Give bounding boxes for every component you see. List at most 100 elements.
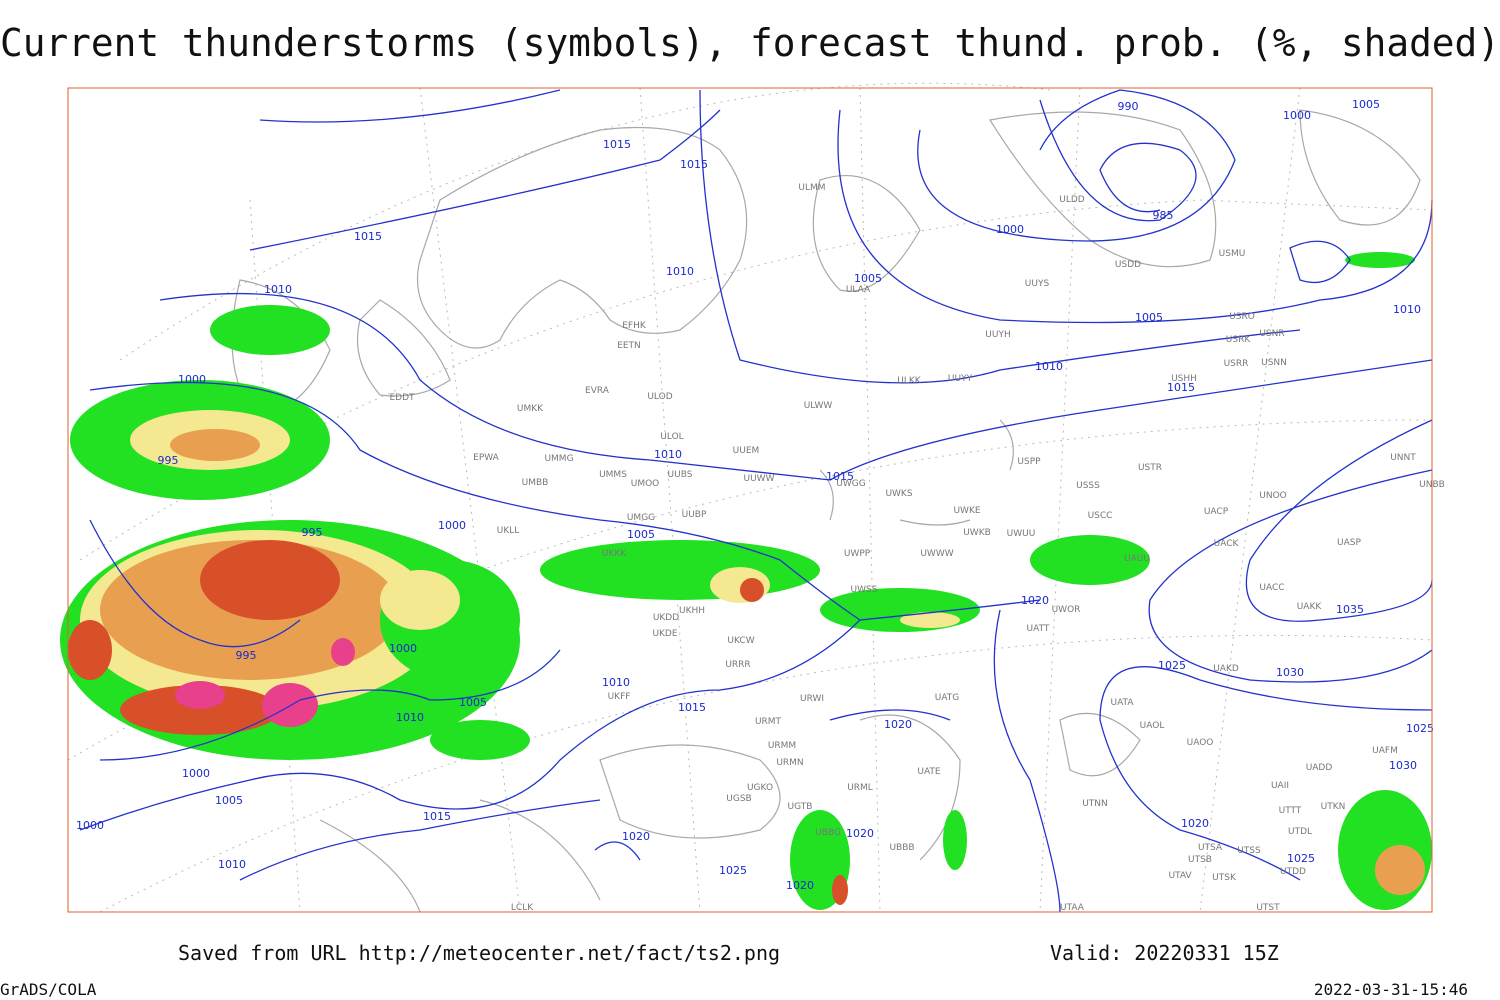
isobar-label: 1010 (666, 265, 694, 278)
station-code: UWPP (844, 549, 871, 559)
coastlines (231, 109, 1421, 913)
software: GrADS/COLA (0, 980, 97, 999)
station-code: USSS (1076, 481, 1100, 491)
station-code: UUWW (744, 474, 775, 484)
isobar-label: 1010 (1393, 303, 1421, 316)
station-code: UBBB (889, 843, 914, 853)
isobar-label: 1020 (846, 827, 874, 840)
station-code: UUYY (948, 374, 973, 384)
isobars (79, 89, 1433, 913)
isobar-label: 1005 (459, 696, 487, 709)
station-code: UWUU (1007, 529, 1036, 539)
station-code: UGSB (726, 794, 751, 804)
station-code: ULAA (846, 285, 871, 295)
station-code: URMN (776, 758, 803, 768)
station-code: USTR (1138, 463, 1162, 473)
map-labels: 1015 1015 1015 1010 1000 995 995 1000 995 1000 101… (76, 98, 1445, 913)
station-code: UMMS (599, 470, 627, 480)
prob-area (943, 810, 967, 870)
station-code: UKDE (652, 629, 677, 639)
isobar-label: 985 (1153, 209, 1174, 222)
isobar-label: 1005 (1352, 98, 1380, 111)
station-code: UWOR (1052, 605, 1081, 615)
station-code: ULOD (647, 392, 672, 402)
station-code: UACC (1259, 583, 1284, 593)
station-code: UKKK (602, 549, 627, 559)
station-code: UAII (1271, 781, 1289, 791)
isobar-label: 1000 (438, 519, 466, 532)
isobar-label: 1025 (719, 864, 747, 877)
isobar-label: 1010 (1035, 360, 1063, 373)
isobar-label: 990 (1118, 100, 1139, 113)
map-border (67, 87, 1433, 913)
isobar-label: 1000 (178, 373, 206, 386)
isobar-label: 1010 (264, 283, 292, 296)
isobar-label: 1000 (389, 642, 417, 655)
prob-area (68, 620, 112, 680)
station-code: UATE (917, 767, 941, 777)
station-code: ULMM (798, 183, 825, 193)
station-code: UTDD (1280, 867, 1306, 877)
station-code: UNNT (1390, 453, 1416, 463)
isobar-label: 1005 (215, 794, 243, 807)
station-code: UTNN (1082, 799, 1108, 809)
isobar-label: 1000 (1283, 109, 1311, 122)
station-code: LCLK (511, 903, 534, 913)
isobar-label: 1025 (1158, 659, 1186, 672)
station-code: UUEM (733, 446, 760, 456)
station-code: URMM (768, 741, 796, 751)
prob-area (200, 540, 340, 620)
timestamp: 2022-03-31-15:46 (1314, 980, 1468, 999)
station-code: UKCW (727, 636, 754, 646)
station-code: UMOO (631, 479, 660, 489)
prob-area (900, 612, 960, 628)
station-code: UTDL (1288, 827, 1312, 837)
station-code: EETN (617, 341, 641, 351)
isobar-label: 1015 (423, 810, 451, 823)
isobar-label: 1010 (218, 858, 246, 871)
station-code: USHH (1171, 374, 1197, 384)
isobar-label: 1005 (854, 272, 882, 285)
station-code: UUBS (668, 470, 693, 480)
station-code: USCC (1088, 511, 1113, 521)
isobar-label: 1010 (654, 448, 682, 461)
source-url: Saved from URL http://meteocenter.net/fa… (178, 941, 780, 965)
station-code: UAUU (1124, 554, 1150, 564)
isobar-label: 1010 (396, 711, 424, 724)
prob-area (120, 685, 280, 735)
station-code: USRK (1226, 335, 1252, 345)
valid-time: Valid: 20220331 15Z (1050, 941, 1279, 965)
station-code: UTST (1256, 903, 1280, 913)
station-code: UADD (1306, 763, 1333, 773)
station-code: UTSB (1188, 855, 1212, 865)
prob-area (740, 578, 764, 602)
isobar-label: 1005 (627, 528, 655, 541)
station-code: UATG (935, 693, 960, 703)
isobar-label: 1015 (603, 138, 631, 151)
station-code: URMT (755, 717, 782, 727)
station-code: UWGG (836, 479, 865, 489)
prob-area (170, 429, 260, 461)
prob-area (1375, 845, 1425, 895)
isobar-label: 995 (236, 649, 257, 662)
station-code: UTAA (1060, 903, 1085, 913)
station-code: UMBB (522, 478, 549, 488)
station-code: UWKS (885, 489, 912, 499)
isobar-label: 995 (158, 454, 179, 467)
isobar-label: 1020 (622, 830, 650, 843)
isobar-label: 1035 (1336, 603, 1364, 616)
station-code: UUYS (1025, 279, 1050, 289)
prob-area (175, 681, 225, 709)
station-code: EDDT (389, 393, 415, 403)
prob-area (1345, 252, 1415, 268)
station-code: UACK (1214, 539, 1240, 549)
isobar-label: 1010 (602, 676, 630, 689)
station-code: URRR (725, 660, 750, 670)
isobar-label: 1005 (1135, 311, 1163, 324)
prob-area (210, 305, 330, 355)
station-code: UTSA (1198, 843, 1223, 853)
station-code: USNR (1259, 329, 1284, 339)
isobar-label: 1030 (1276, 666, 1304, 679)
station-code: UAKK (1297, 602, 1323, 612)
